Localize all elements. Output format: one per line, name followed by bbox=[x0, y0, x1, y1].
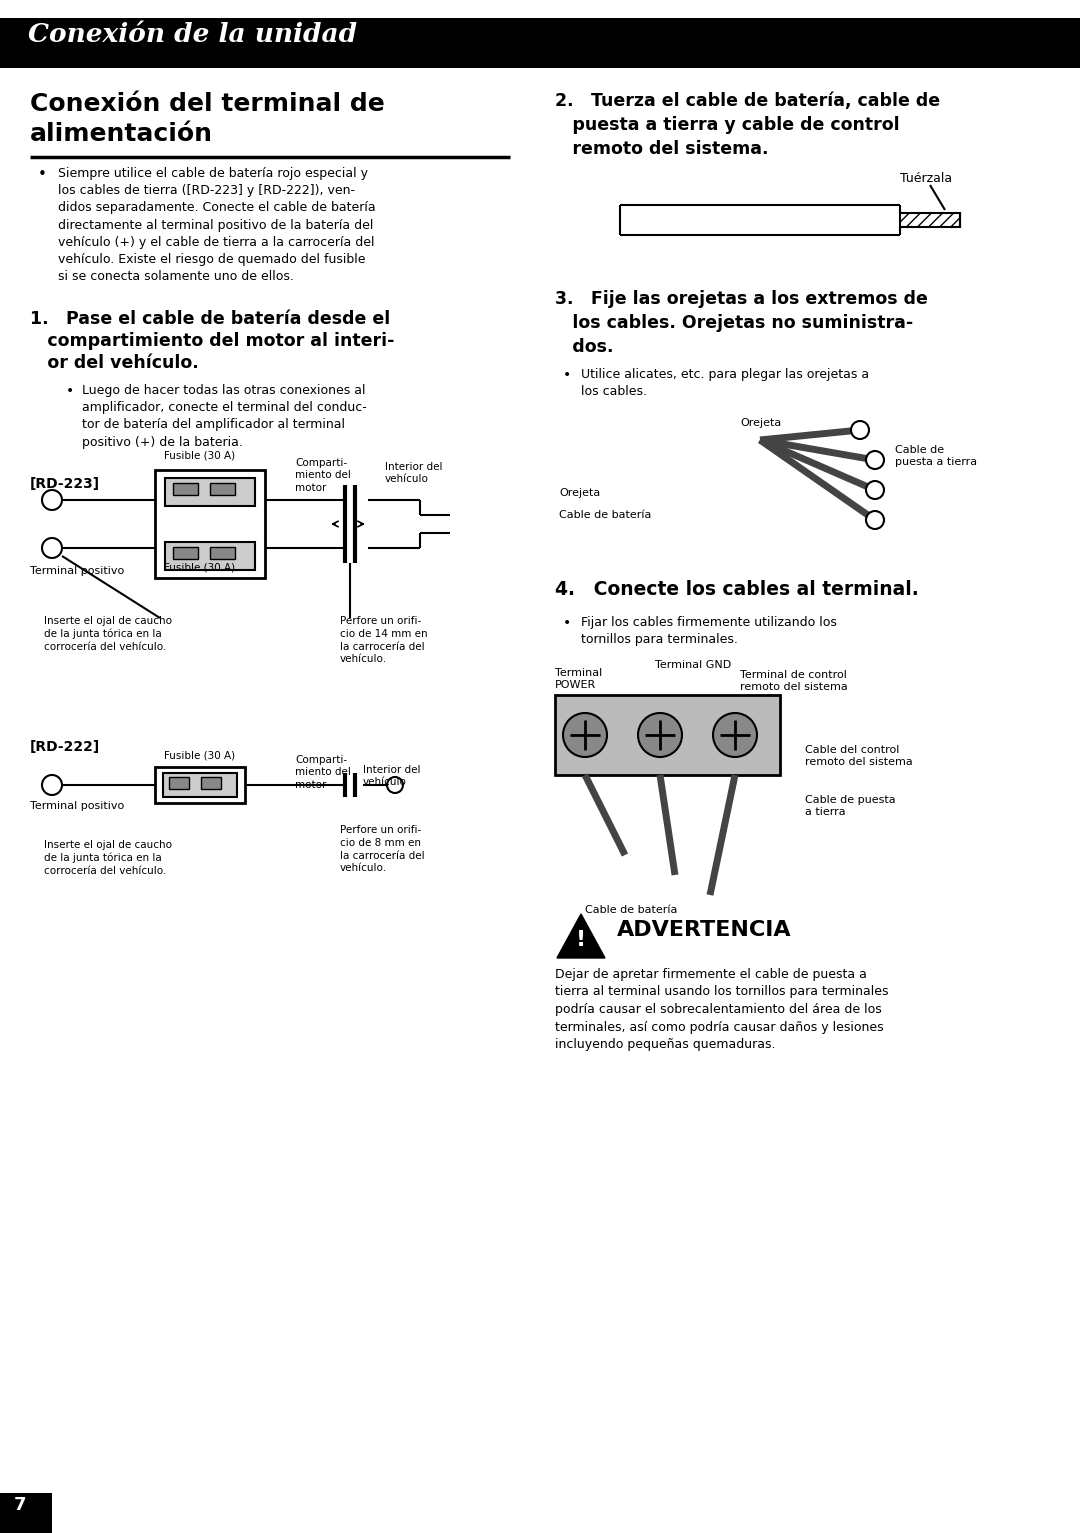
Text: Luego de hacer todas las otras conexiones al
amplificador, conecte el terminal d: Luego de hacer todas las otras conexione… bbox=[82, 383, 367, 449]
Bar bbox=[0, 1493, 52, 1533]
Text: Cable de batería: Cable de batería bbox=[559, 510, 651, 520]
Text: compartimiento del motor al interi-: compartimiento del motor al interi- bbox=[30, 333, 394, 350]
Circle shape bbox=[42, 491, 62, 510]
Text: 4. Conecte los cables al terminal.: 4. Conecte los cables al terminal. bbox=[555, 579, 919, 599]
Text: 3. Fije las orejetas a los extremos de: 3. Fije las orejetas a los extremos de bbox=[555, 290, 928, 308]
Text: Inserte el ojal de caucho
de la junta tórica en la
corrocería del vehículo.: Inserte el ojal de caucho de la junta tó… bbox=[44, 840, 172, 877]
Text: 1. Pase el cable de batería desde el: 1. Pase el cable de batería desde el bbox=[30, 310, 390, 328]
Text: Dejar de apretar firmemente el cable de puesta a
tierra al terminal usando los t: Dejar de apretar firmemente el cable de … bbox=[555, 967, 889, 1052]
Text: Fusible (30 A): Fusible (30 A) bbox=[164, 451, 235, 460]
Text: Conexión de la unidad: Conexión de la unidad bbox=[28, 21, 357, 48]
Circle shape bbox=[866, 510, 885, 529]
Circle shape bbox=[42, 776, 62, 796]
Text: •: • bbox=[563, 368, 571, 382]
Bar bbox=[900, 213, 960, 227]
Bar bbox=[210, 483, 235, 495]
Text: •: • bbox=[563, 616, 571, 630]
Text: los cables. Orejetas no suministra-: los cables. Orejetas no suministra- bbox=[555, 314, 914, 333]
Text: !: ! bbox=[576, 931, 586, 950]
Text: puesta a tierra y cable de control: puesta a tierra y cable de control bbox=[555, 117, 900, 133]
Bar bbox=[173, 547, 198, 560]
Text: Tuérzala: Tuérzala bbox=[900, 172, 953, 185]
Text: •: • bbox=[66, 383, 75, 399]
Bar bbox=[555, 694, 780, 776]
Text: 7: 7 bbox=[14, 1496, 27, 1515]
Text: Conexión del terminal de: Conexión del terminal de bbox=[30, 92, 384, 117]
Text: [RD-222]: [RD-222] bbox=[30, 740, 100, 754]
Text: Utilice alicates, etc. para plegar las orejetas a
los cables.: Utilice alicates, etc. para plegar las o… bbox=[581, 368, 869, 399]
Circle shape bbox=[563, 713, 607, 757]
Bar bbox=[163, 773, 237, 797]
Text: Orejeta: Orejeta bbox=[740, 419, 781, 428]
Text: Orejeta: Orejeta bbox=[559, 487, 600, 498]
Text: 2. Tuerza el cable de batería, cable de: 2. Tuerza el cable de batería, cable de bbox=[555, 92, 940, 110]
Text: [RD-223]: [RD-223] bbox=[30, 477, 100, 491]
Text: Fusible (30 A): Fusible (30 A) bbox=[164, 751, 235, 760]
Bar bbox=[165, 543, 255, 570]
Bar bbox=[173, 483, 198, 495]
Circle shape bbox=[638, 713, 681, 757]
Bar bbox=[156, 471, 265, 578]
Polygon shape bbox=[557, 914, 605, 958]
Text: Interior del
vehículo: Interior del vehículo bbox=[384, 461, 443, 484]
Text: remoto del sistema.: remoto del sistema. bbox=[555, 140, 769, 158]
Bar bbox=[0, 18, 1080, 67]
Text: Cable de puesta
a tierra: Cable de puesta a tierra bbox=[805, 796, 895, 817]
Text: Terminal GND: Terminal GND bbox=[654, 661, 731, 670]
Text: Cable de
puesta a tierra: Cable de puesta a tierra bbox=[895, 445, 977, 468]
Bar bbox=[210, 547, 235, 560]
Text: dos.: dos. bbox=[555, 337, 613, 356]
Text: alimentación: alimentación bbox=[30, 123, 213, 146]
Text: Siempre utilice el cable de batería rojo especial y
los cables de tierra ([RD-22: Siempre utilice el cable de batería rojo… bbox=[58, 167, 376, 284]
Text: Perfore un orifi-
cio de 8 mm en
la carrocería del
vehículo.: Perfore un orifi- cio de 8 mm en la carr… bbox=[340, 825, 424, 874]
Text: ADVERTENCIA: ADVERTENCIA bbox=[617, 920, 792, 940]
Text: Perfore un orifi-
cio de 14 mm en
la carrocería del
vehículo.: Perfore un orifi- cio de 14 mm en la car… bbox=[340, 616, 428, 664]
Bar bbox=[201, 777, 221, 789]
Text: Terminal positivo: Terminal positivo bbox=[30, 802, 124, 811]
Text: Terminal positivo: Terminal positivo bbox=[30, 566, 124, 576]
Text: Inserte el ojal de caucho
de la junta tórica en la
corrocería del vehículo.: Inserte el ojal de caucho de la junta tó… bbox=[44, 616, 172, 652]
Circle shape bbox=[713, 713, 757, 757]
Circle shape bbox=[866, 451, 885, 469]
Text: Fijar los cables firmemente utilizando los
tornillos para terminales.: Fijar los cables firmemente utilizando l… bbox=[581, 616, 837, 647]
Circle shape bbox=[387, 777, 403, 793]
Text: Terminal de control
remoto del sistema: Terminal de control remoto del sistema bbox=[740, 670, 848, 691]
Text: or del vehículo.: or del vehículo. bbox=[30, 354, 199, 373]
Text: Terminal
POWER: Terminal POWER bbox=[555, 668, 603, 690]
Circle shape bbox=[866, 481, 885, 500]
Bar bbox=[156, 766, 245, 803]
Text: Cable de batería: Cable de batería bbox=[585, 904, 677, 915]
Text: Comparti-
miento del
motor: Comparti- miento del motor bbox=[295, 458, 351, 492]
Text: Comparti-
miento del
motor: Comparti- miento del motor bbox=[295, 754, 351, 789]
Bar bbox=[165, 478, 255, 506]
Text: Cable del control
remoto del sistema: Cable del control remoto del sistema bbox=[805, 745, 913, 768]
Circle shape bbox=[42, 538, 62, 558]
Circle shape bbox=[851, 422, 869, 438]
Text: •: • bbox=[38, 167, 46, 182]
Text: Interior del
vehículo: Interior del vehículo bbox=[363, 765, 420, 788]
Bar bbox=[168, 777, 189, 789]
Text: Fusible (30 A): Fusible (30 A) bbox=[164, 563, 235, 572]
